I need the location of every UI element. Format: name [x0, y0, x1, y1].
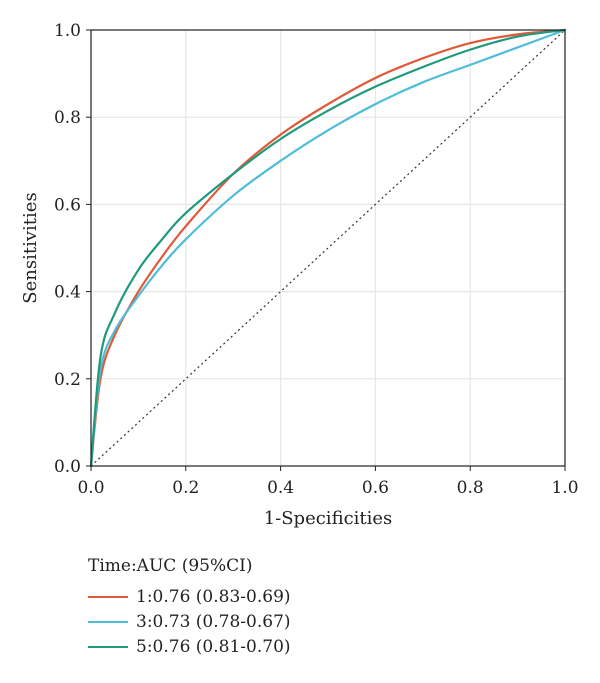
roc-curve-time-1: [89, 28, 567, 468]
legend-title: Time:AUC (95%CI): [88, 556, 253, 576]
legend-label-3: 3:0.73 (0.78-0.67): [136, 611, 291, 632]
plot-border: [90, 29, 566, 467]
legend-item-3: 3:0.73 (0.78-0.67): [88, 609, 291, 634]
x-tick-label: 0.8: [457, 478, 484, 498]
series-layer: [89, 28, 567, 468]
legend-swatch-5: [88, 645, 128, 648]
axis-ticks: 0.0 0.2 0.4 0.6 0.8 1.0 0.0 0.2 0.4 0.6 0.8 1.0: [54, 21, 579, 498]
legend: Time:AUC (95%CI) 1:0.76 (0.83-0.69) 3:0.…: [88, 556, 291, 659]
y-tick-label: 1.0: [54, 21, 81, 41]
roc-curve-time-5: [89, 28, 567, 468]
x-tick-label: 0.4: [267, 478, 294, 498]
reference-diagonal-line: [90, 29, 566, 467]
x-tick-label: 0.2: [172, 478, 199, 498]
roc-curve-time-3: [89, 28, 567, 468]
x-tick-label: 1.0: [551, 478, 578, 498]
y-tick-label: 0.6: [54, 195, 81, 215]
x-tick-label: 0.6: [362, 478, 389, 498]
legend-label-5: 5:0.76 (0.81-0.70): [136, 636, 291, 657]
legend-swatch-3: [88, 620, 128, 623]
y-tick-label: 0.4: [54, 283, 81, 303]
x-tick-label: 0.0: [77, 478, 104, 498]
y-tick-label: 0.8: [54, 108, 81, 128]
y-axis-title: Sensitivities: [20, 192, 41, 303]
y-tick-label: 0.0: [54, 457, 81, 477]
roc-chart: 0.0 0.2 0.4 0.6 0.8 1.0 0.0 0.2 0.4 0.6 0.8 1.0 1-S…: [20, 21, 579, 529]
legend-label-1: 1:0.76 (0.83-0.69): [136, 586, 291, 607]
legend-swatch-1: [88, 595, 128, 598]
x-axis-title: 1-Specificities: [264, 508, 393, 529]
legend-item-1: 1:0.76 (0.83-0.69): [88, 584, 291, 609]
legend-item-5: 5:0.76 (0.81-0.70): [88, 634, 291, 659]
y-tick-label: 0.2: [54, 370, 81, 390]
